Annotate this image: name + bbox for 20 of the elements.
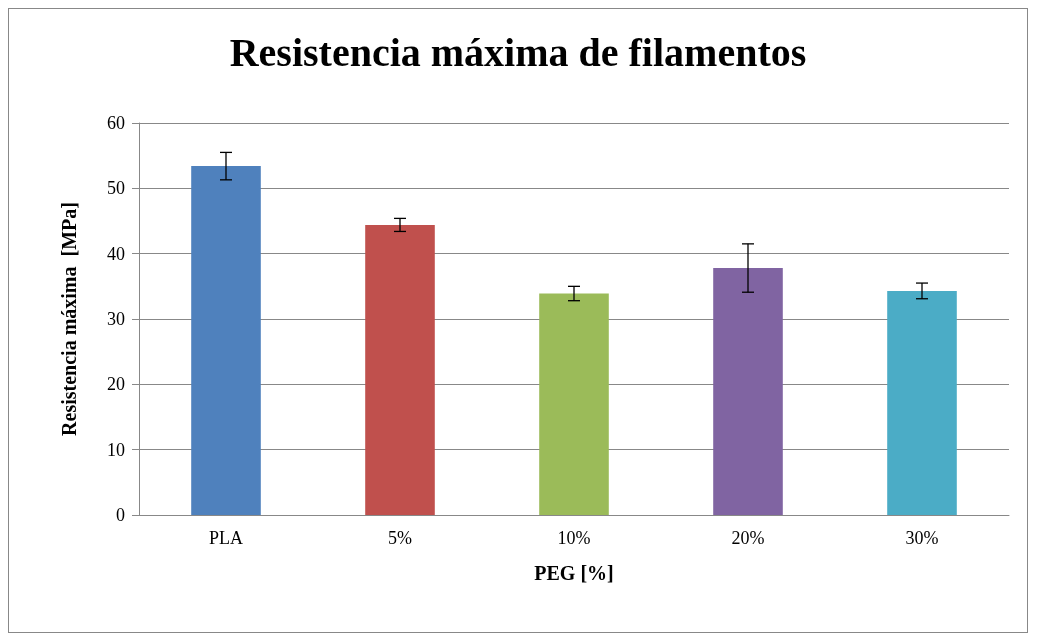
y-axis-title: Resistencia máxima [MPa] <box>58 202 80 436</box>
y-tick-label: 0 <box>116 505 125 525</box>
y-tick-label: 30 <box>107 309 125 329</box>
x-tick-label: PLA <box>208 528 244 548</box>
x-tick-label: 30% <box>905 528 939 548</box>
x-tick-label: 20% <box>731 528 765 548</box>
bar <box>365 224 435 515</box>
bar <box>713 268 783 515</box>
x-tick-label: 5% <box>388 528 412 548</box>
y-tick-label: 10 <box>107 439 125 460</box>
y-tick-label: 60 <box>107 113 125 133</box>
bar <box>539 293 609 515</box>
bar <box>887 290 957 515</box>
y-tick-label: 20 <box>107 374 125 395</box>
y-tick-label: 40 <box>107 243 125 264</box>
x-axis-title: PEG [%] <box>534 562 614 584</box>
chart-title: Resistencia máxima de filamentos <box>229 29 807 75</box>
x-tick-label: 10% <box>557 528 591 548</box>
bar <box>191 166 261 515</box>
y-tick-label: 50 <box>107 178 125 199</box>
